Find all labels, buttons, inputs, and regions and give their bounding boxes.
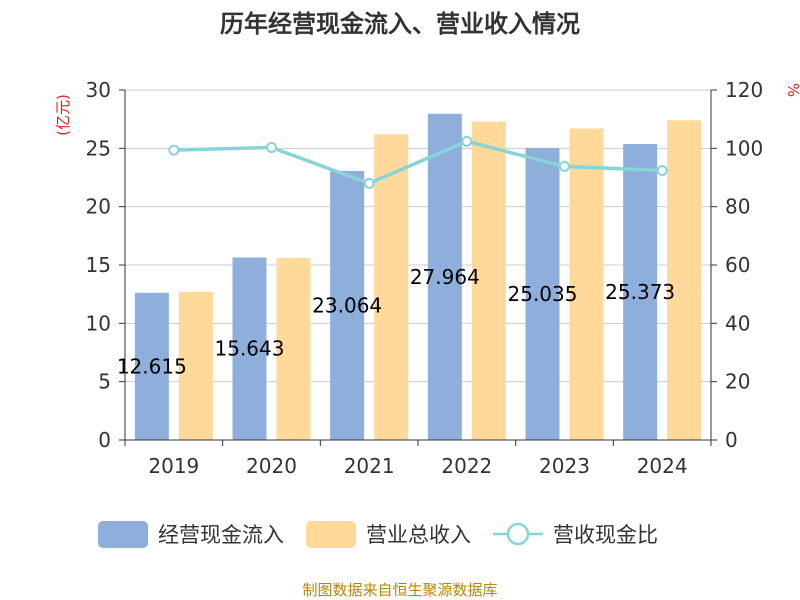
bar-营业总收入 [178,291,213,440]
right-tick-label: 120 [725,78,763,102]
legend-label: 经营现金流入 [158,523,284,547]
legend-label: 营收现金比 [553,523,658,547]
data-label: 25.035 [508,282,578,306]
legend-swatch-营业总收入 [306,521,356,548]
right-tick-label: 40 [725,311,750,335]
chart-title: 历年经营现金流入、营业收入情况 [220,10,580,38]
data-label: 12.615 [117,354,187,378]
legend-label: 营业总收入 [366,523,471,547]
ratio-point [266,141,277,153]
left-tick-label: 15 [86,253,111,277]
ratio-point [168,144,180,156]
x-tick-label: 2019 [148,454,199,478]
right-axis-unit: % [784,83,800,97]
bar-营业总收入 [569,128,604,440]
data-labels: 12.615 15.643 23.064 27.964 25.035 25.373 [117,265,675,379]
bar-经营现金流入 [427,113,462,441]
axes: 0 5 10 15 20 25 30 0 20 40 60 80 100 120 2019 2020 2021 2… [86,78,764,478]
bars [134,113,702,441]
bar-经营现金流入 [330,170,365,441]
bar-经营现金流入 [232,257,267,440]
left-axis-unit: (亿元) [54,94,72,136]
data-label: 27.964 [410,265,480,289]
left-tick-label: 30 [86,78,111,102]
legend-swatch-经营现金流入 [98,521,148,548]
left-tick-label: 0 [98,428,111,452]
ratio-point [656,165,668,176]
x-tick-label: 2022 [441,454,492,478]
x-tick-label: 2020 [246,454,297,478]
x-tick-label: 2023 [539,454,590,478]
ratio-point [363,177,375,189]
left-tick-label: 20 [86,195,111,219]
ratio-line [168,135,668,189]
left-tick-label: 25 [86,136,111,160]
ratio-point [559,160,570,172]
bar-营业总收入 [471,121,506,440]
right-tick-label: 0 [725,428,738,452]
data-label: 23.064 [312,293,382,317]
bar-营业总收入 [667,120,702,440]
bar-经营现金流入 [623,143,658,440]
source-note: 制图数据来自恒生聚源数据库 [302,581,497,599]
grid-lines [125,89,711,383]
bar-营业总收入 [374,134,409,441]
bar-经营现金流入 [134,292,169,440]
bar-营业总收入 [276,258,311,440]
right-tick-label: 60 [725,253,750,277]
legend-marker-营收现金比 [506,522,530,546]
left-tick-label: 10 [86,311,111,335]
right-tick-label: 20 [725,370,750,394]
data-label: 15.643 [215,337,285,361]
x-tick-label: 2024 [637,454,688,478]
right-tick-label: 100 [725,136,763,160]
left-tick-label: 5 [98,370,111,394]
ratio-point [461,135,473,147]
data-label: 25.373 [605,280,675,304]
legend: 经营现金流入 营业总收入 营收现金比 [98,521,658,548]
ratio-line-path [173,139,663,186]
right-tick-label: 80 [725,195,750,219]
bar-经营现金流入 [525,147,560,441]
x-tick-label: 2021 [344,454,395,478]
